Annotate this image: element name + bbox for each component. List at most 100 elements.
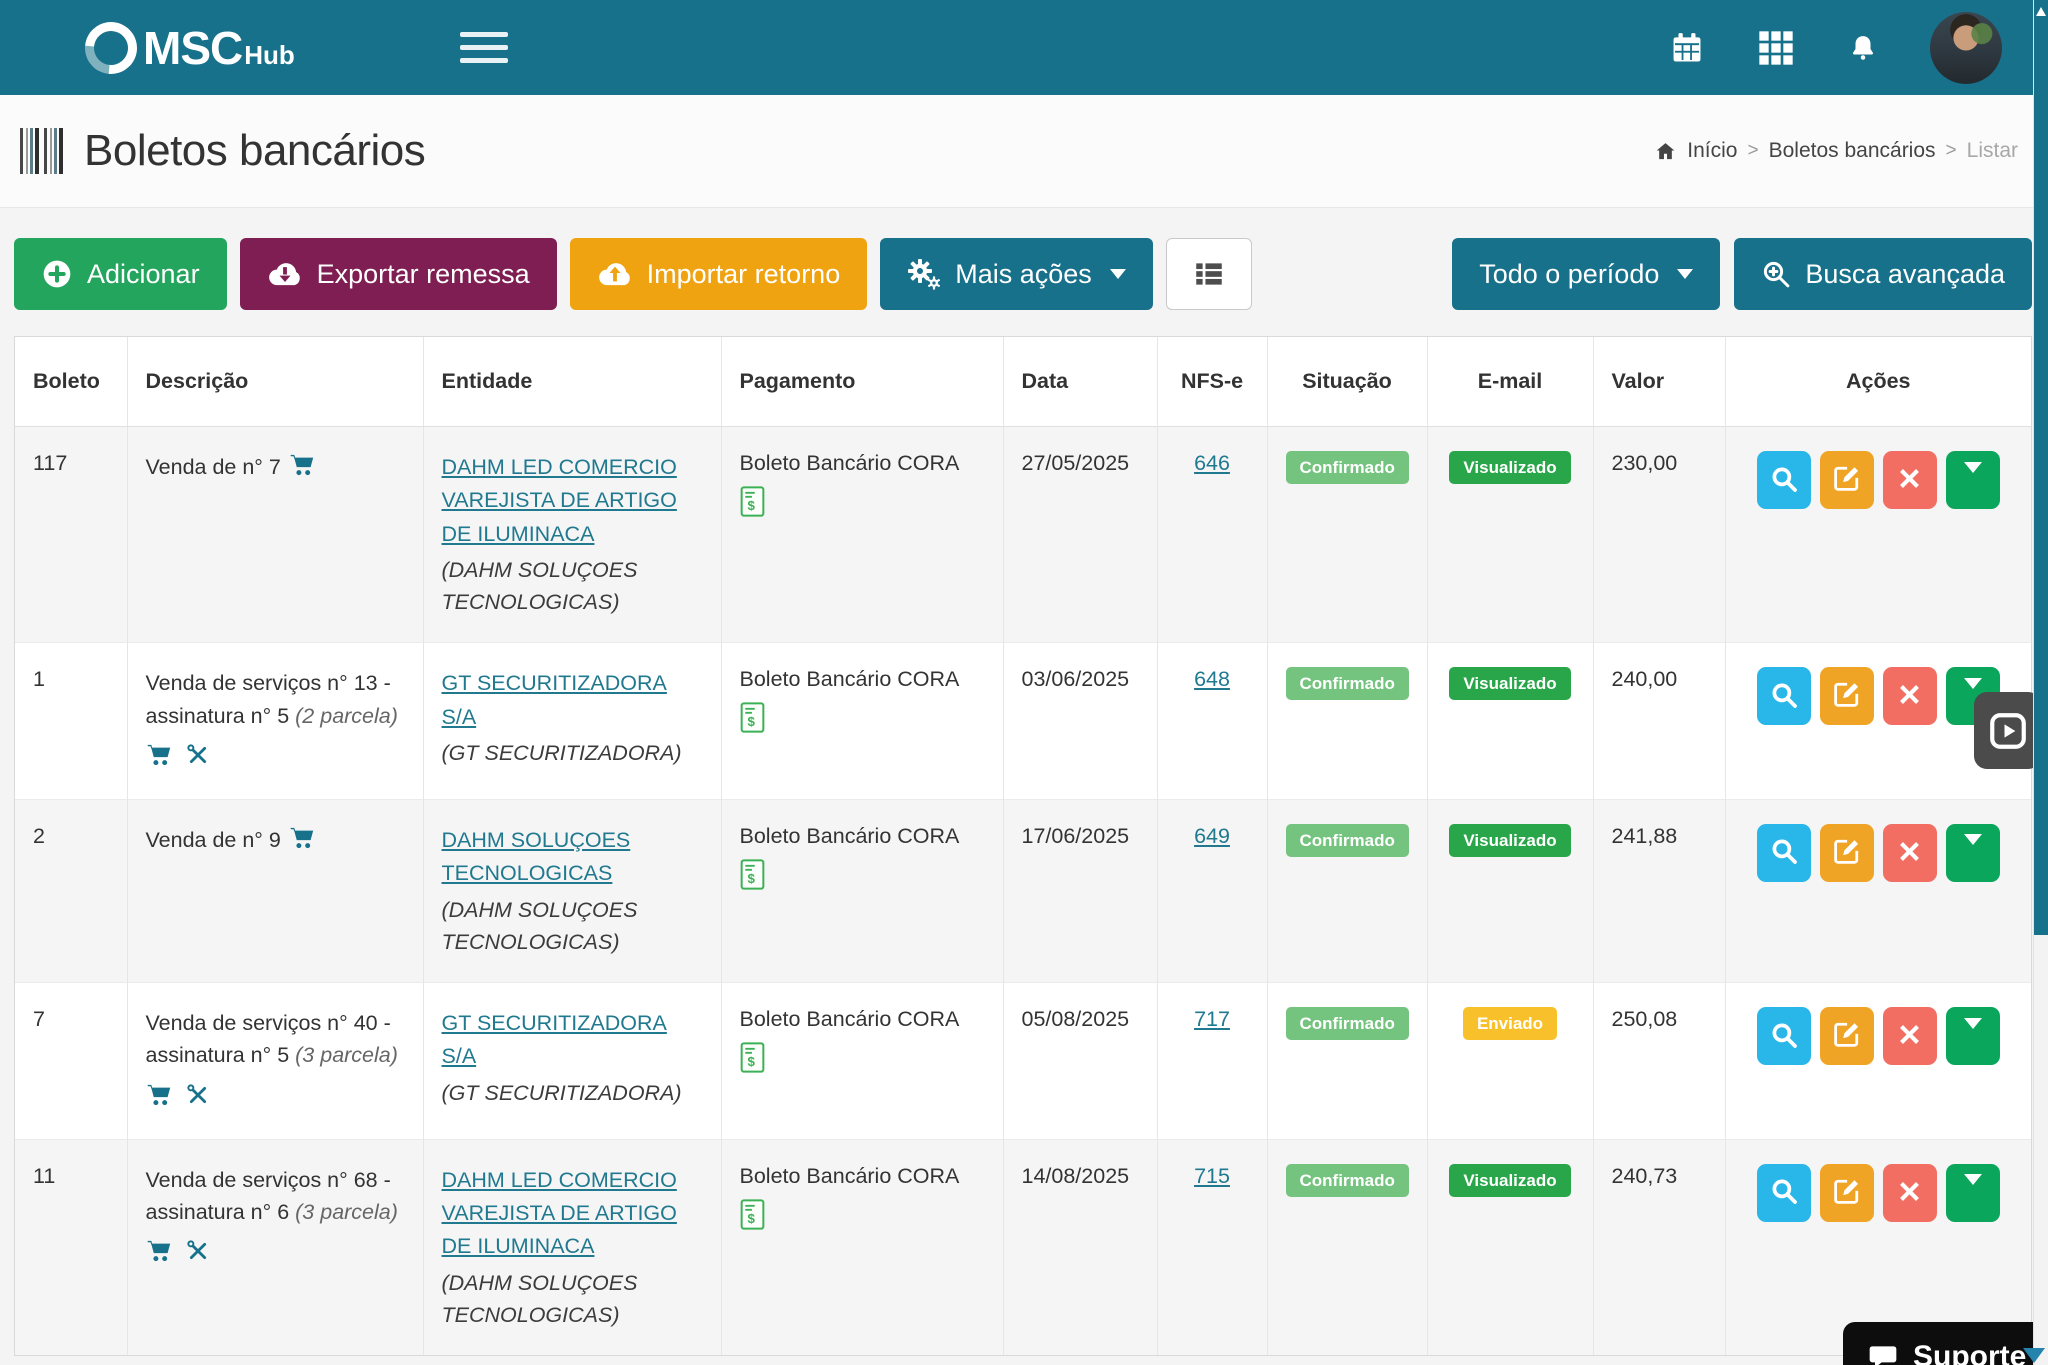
menu-toggle-button[interactable]	[460, 32, 508, 63]
caret-down-button[interactable]	[1946, 451, 2000, 509]
nfse-link[interactable]: 649	[1194, 824, 1230, 848]
entidade-link[interactable]: DAHM LED COMERCIO VAREJISTA DE ARTIGO DE…	[442, 455, 677, 546]
breadcrumb-separator: >	[1747, 140, 1758, 162]
import-return-button[interactable]: Importar retorno	[570, 238, 868, 310]
barcode-icon	[20, 128, 68, 174]
search-icon	[1769, 836, 1799, 869]
add-button[interactable]: Adicionar	[14, 238, 227, 310]
col-header-situacao: Situação	[1267, 337, 1427, 427]
search-button[interactable]	[1757, 451, 1811, 509]
delete-button[interactable]	[1883, 1007, 1937, 1065]
caret-down-icon	[1964, 1185, 1982, 1200]
cell-data: 05/08/2025	[1003, 983, 1157, 1140]
search-button[interactable]	[1757, 824, 1811, 882]
breadcrumb-separator: >	[1946, 140, 1957, 162]
tools-icon	[185, 1082, 211, 1115]
more-actions-button[interactable]: Mais ações	[880, 238, 1153, 310]
delete-icon	[1896, 681, 1923, 711]
breadcrumb-home[interactable]: Início	[1687, 139, 1737, 163]
cell-boleto: 2	[15, 799, 127, 982]
cell-descricao: Venda de serviços n° 40 - assinatura n° …	[127, 983, 423, 1140]
status-badge: Confirmado	[1286, 824, 1409, 857]
advanced-search-button[interactable]: Busca avançada	[1734, 238, 2032, 310]
page-scrollbar[interactable]	[2033, 0, 2048, 1365]
entidade-link[interactable]: DAHM SOLUÇOES TECNOLOGICAS	[442, 828, 631, 885]
nfse-link[interactable]: 717	[1194, 1007, 1230, 1031]
video-tutorial-button[interactable]	[1974, 692, 2041, 769]
pagamento-text: Boleto Bancário CORA	[740, 1007, 985, 1032]
play-icon	[1987, 710, 2029, 752]
svg-text:$: $	[747, 1210, 755, 1225]
invoice-icon[interactable]: $	[740, 1199, 985, 1236]
nfse-link[interactable]: 646	[1194, 451, 1230, 475]
edit-button[interactable]	[1820, 667, 1874, 725]
svg-text:$: $	[747, 871, 755, 886]
delete-icon	[1896, 1021, 1923, 1051]
invoice-icon[interactable]: $	[740, 859, 985, 896]
nfse-link[interactable]: 715	[1194, 1164, 1230, 1188]
support-button[interactable]: Suporte	[1843, 1322, 2048, 1365]
status-badge: Confirmado	[1286, 1164, 1409, 1197]
pagamento-text: Boleto Bancário CORA	[740, 1164, 985, 1189]
search-button[interactable]	[1757, 1007, 1811, 1065]
scrollbar-thumb[interactable]	[2034, 0, 2048, 935]
edit-button[interactable]	[1820, 1007, 1874, 1065]
status-badge: Confirmado	[1286, 667, 1409, 700]
table-row: 117Venda de n° 7DAHM LED COMERCIO VAREJI…	[15, 427, 2031, 643]
edit-button[interactable]	[1820, 1164, 1874, 1222]
caret-down-icon	[1110, 269, 1126, 279]
search-icon	[1769, 680, 1799, 713]
delete-button[interactable]	[1883, 824, 1937, 882]
notifications-button[interactable]	[1848, 33, 1878, 63]
export-remittance-button[interactable]: Exportar remessa	[240, 238, 557, 310]
row-actions	[1744, 1164, 2014, 1222]
cell-data: 03/06/2025	[1003, 643, 1157, 800]
entidade-link[interactable]: GT SECURITIZADORA S/A	[442, 1011, 667, 1068]
descricao-text: Venda de serviços n° 40 - assinatura n° …	[146, 1007, 405, 1072]
breadcrumb: Início > Boletos bancários > Listar	[1654, 139, 2018, 163]
delete-button[interactable]	[1883, 667, 1937, 725]
tools-icon	[185, 742, 211, 775]
cell-email: Visualizado	[1427, 643, 1593, 800]
status-badge: Confirmado	[1286, 451, 1409, 484]
edit-icon	[1832, 680, 1861, 712]
delete-button[interactable]	[1883, 1164, 1937, 1222]
invoice-icon[interactable]: $	[740, 1042, 985, 1079]
user-avatar[interactable]	[1930, 12, 2002, 84]
caret-down-button[interactable]	[1946, 824, 2000, 882]
entidade-link[interactable]: GT SECURITIZADORA S/A	[442, 671, 667, 728]
caret-down-button[interactable]	[1946, 1164, 2000, 1222]
descricao-icons	[146, 1082, 405, 1115]
plus-circle-icon	[41, 258, 73, 290]
cell-email: Visualizado	[1427, 427, 1593, 643]
pagamento-text: Boleto Bancário CORA	[740, 451, 985, 476]
list-view-toggle-button[interactable]	[1166, 238, 1252, 310]
search-button[interactable]	[1757, 667, 1811, 725]
edit-button[interactable]	[1820, 824, 1874, 882]
search-button[interactable]	[1757, 1164, 1811, 1222]
cell-email: Visualizado	[1427, 799, 1593, 982]
pagamento-text: Boleto Bancário CORA	[740, 824, 985, 849]
table-header-row: Boleto Descrição Entidade Pagamento Data…	[15, 337, 2031, 427]
invoice-icon[interactable]: $	[740, 486, 985, 523]
nfse-link[interactable]: 648	[1194, 667, 1230, 691]
breadcrumb-section[interactable]: Boletos bancários	[1769, 139, 1936, 163]
caret-down-icon	[1964, 473, 1982, 488]
col-header-valor: Valor	[1593, 337, 1725, 427]
cell-situacao: Confirmado	[1267, 643, 1427, 800]
entidade-link[interactable]: DAHM LED COMERCIO VAREJISTA DE ARTIGO DE…	[442, 1168, 677, 1259]
logo[interactable]: MSC Hub	[85, 21, 295, 75]
invoice-icon[interactable]: $	[740, 702, 985, 739]
delete-button[interactable]	[1883, 451, 1937, 509]
entidade-subname: (GT SECURITIZADORA)	[442, 737, 703, 769]
apps-grid-button[interactable]	[1756, 28, 1796, 68]
edit-button[interactable]	[1820, 451, 1874, 509]
parcela-label: (3 parcela)	[295, 1043, 398, 1067]
caret-down-button[interactable]	[1946, 1007, 2000, 1065]
caret-down-icon	[1964, 845, 1982, 860]
topbar-icons	[1670, 12, 2002, 84]
logo-text-sub: Hub	[244, 40, 295, 71]
period-filter-button[interactable]: Todo o período	[1452, 238, 1720, 310]
cell-entidade: GT SECURITIZADORA S/A(GT SECURITIZADORA)	[423, 983, 721, 1140]
calendar-button[interactable]	[1670, 31, 1704, 65]
